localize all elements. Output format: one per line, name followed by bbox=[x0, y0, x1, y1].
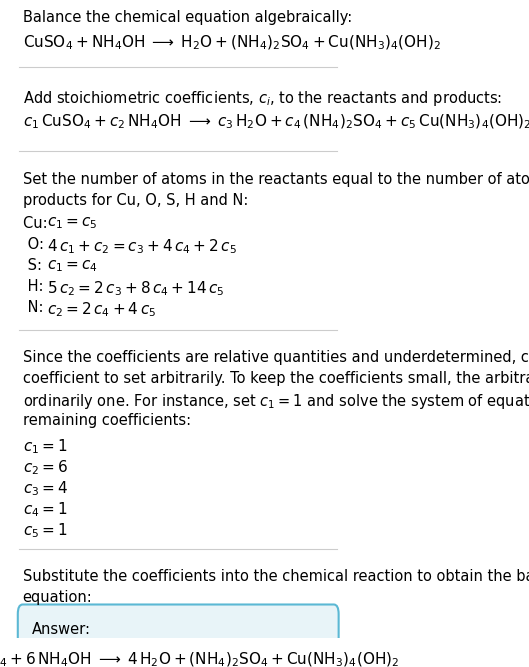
Text: Cu:: Cu: bbox=[23, 215, 52, 231]
Text: H:: H: bbox=[23, 279, 48, 294]
Text: coefficient to set arbitrarily. To keep the coefficients small, the arbitrary va: coefficient to set arbitrarily. To keep … bbox=[23, 371, 529, 386]
Text: products for Cu, O, S, H and N:: products for Cu, O, S, H and N: bbox=[23, 193, 248, 208]
Text: $c_2 = 6$: $c_2 = 6$ bbox=[23, 458, 68, 477]
Text: $5\,c_2 = 2\,c_3 + 8\,c_4 + 14\,c_5$: $5\,c_2 = 2\,c_3 + 8\,c_4 + 14\,c_5$ bbox=[47, 279, 224, 297]
Text: S:: S: bbox=[23, 258, 46, 273]
Text: Balance the chemical equation algebraically:: Balance the chemical equation algebraica… bbox=[23, 9, 352, 25]
Text: $c_5 = 1$: $c_5 = 1$ bbox=[23, 522, 67, 540]
Text: Answer:: Answer: bbox=[32, 622, 92, 637]
Text: N:: N: bbox=[23, 300, 48, 315]
Text: $c_2 = 2\,c_4 + 4\,c_5$: $c_2 = 2\,c_4 + 4\,c_5$ bbox=[47, 300, 156, 319]
Text: $\mathrm{CuSO_4 + NH_4OH \;\longrightarrow\; H_2O + (NH_4)_2SO_4 + Cu(NH_3)_4(OH: $\mathrm{CuSO_4 + NH_4OH \;\longrightarr… bbox=[23, 34, 441, 52]
Text: $c_3 = 4$: $c_3 = 4$ bbox=[23, 480, 68, 498]
Text: $c_1 = c_5$: $c_1 = c_5$ bbox=[47, 215, 97, 231]
Text: $\mathrm{CuSO_4 + 6\,NH_4OH \;\longrightarrow\; 4\,H_2O + (NH_4)_2SO_4 + Cu(NH_3: $\mathrm{CuSO_4 + 6\,NH_4OH \;\longright… bbox=[0, 651, 399, 667]
Text: $c_1 = 1$: $c_1 = 1$ bbox=[23, 438, 67, 456]
FancyBboxPatch shape bbox=[18, 604, 339, 667]
Text: ordinarily one. For instance, set $c_1 = 1$ and solve the system of equations fo: ordinarily one. For instance, set $c_1 =… bbox=[23, 392, 529, 411]
Text: Set the number of atoms in the reactants equal to the number of atoms in the: Set the number of atoms in the reactants… bbox=[23, 172, 529, 187]
Text: Add stoichiometric coefficients, $c_i$, to the reactants and products:: Add stoichiometric coefficients, $c_i$, … bbox=[23, 89, 502, 108]
Text: Substitute the coefficients into the chemical reaction to obtain the balanced: Substitute the coefficients into the che… bbox=[23, 569, 529, 584]
Text: $4\,c_1 + c_2 = c_3 + 4\,c_4 + 2\,c_5$: $4\,c_1 + c_2 = c_3 + 4\,c_4 + 2\,c_5$ bbox=[47, 237, 237, 255]
Text: O:: O: bbox=[23, 237, 48, 252]
Text: equation:: equation: bbox=[23, 590, 93, 605]
Text: $c_1\,\mathrm{CuSO_4} + c_2\,\mathrm{NH_4OH} \;\longrightarrow\; c_3\,\mathrm{H_: $c_1\,\mathrm{CuSO_4} + c_2\,\mathrm{NH_… bbox=[23, 113, 529, 131]
Text: $c_4 = 1$: $c_4 = 1$ bbox=[23, 500, 67, 519]
Text: $c_1 = c_4$: $c_1 = c_4$ bbox=[47, 258, 98, 273]
Text: Since the coefficients are relative quantities and underdetermined, choose a: Since the coefficients are relative quan… bbox=[23, 350, 529, 365]
Text: remaining coefficients:: remaining coefficients: bbox=[23, 413, 191, 428]
